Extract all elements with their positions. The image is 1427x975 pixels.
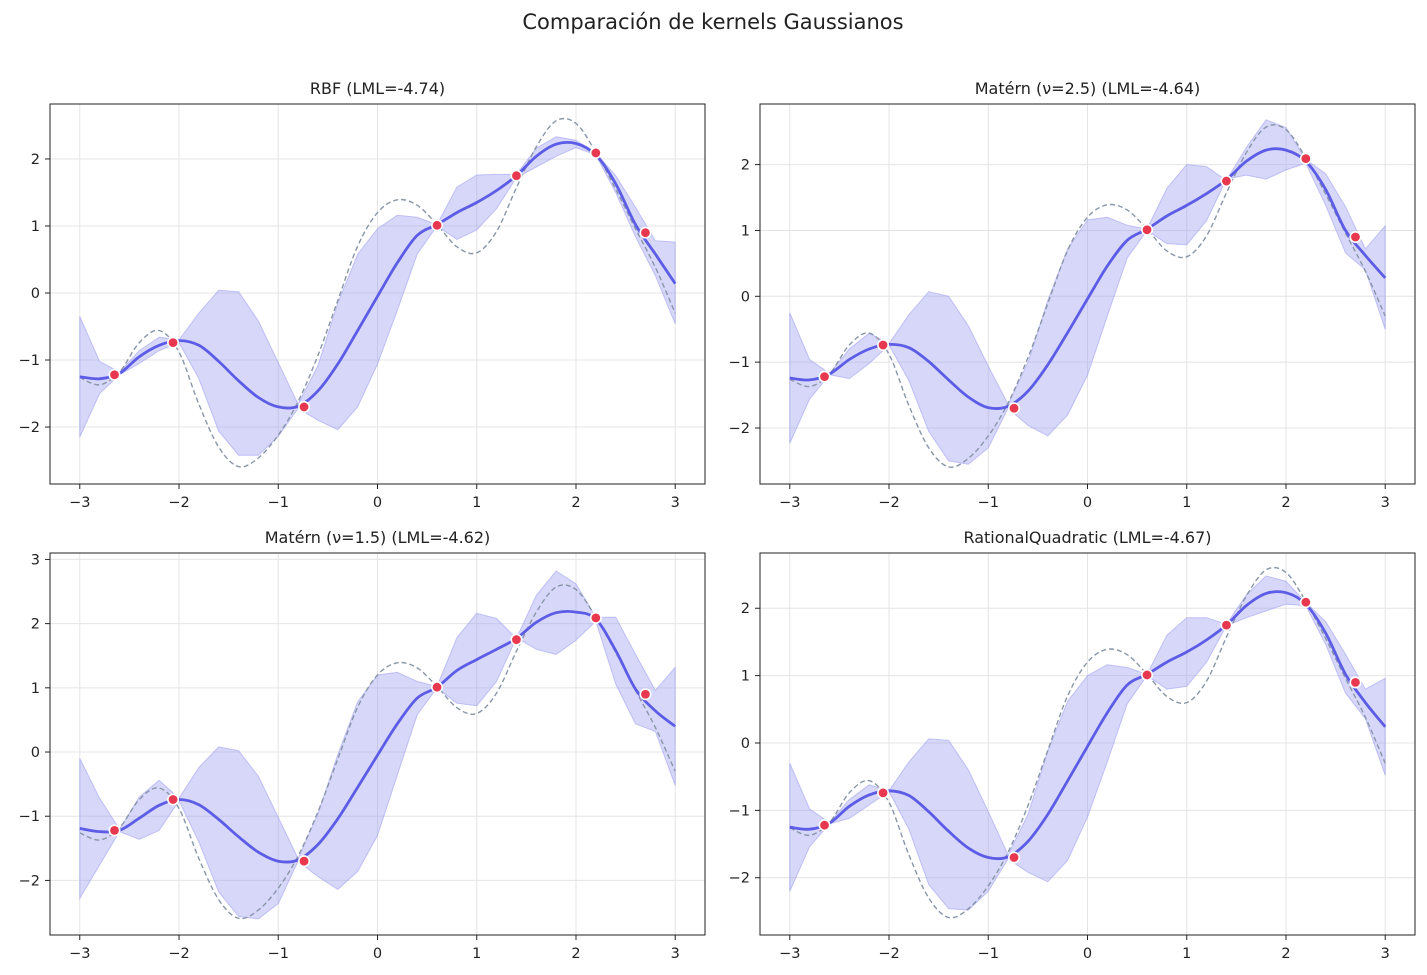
x-tick-label: 1: [1182, 946, 1191, 962]
y-tick-label: −2: [19, 420, 40, 436]
x-tick-label: 0: [1083, 495, 1092, 511]
x-tick-label: 0: [373, 495, 382, 511]
observation-point: [431, 681, 444, 694]
y-tick-label: −1: [729, 355, 750, 371]
confidence-band: [79, 570, 676, 920]
y-tick-label: −1: [729, 803, 750, 819]
y-tick-label: −2: [729, 421, 750, 437]
y-tick-label: 2: [31, 152, 40, 168]
x-tick-label: −2: [168, 946, 189, 962]
observation-point: [589, 611, 602, 624]
observation-point: [818, 370, 831, 383]
observation-point: [1299, 596, 1312, 609]
x-tick-label: 2: [1281, 495, 1290, 511]
observation-point: [1008, 851, 1021, 864]
y-tick-label: 2: [741, 158, 750, 174]
true-function-line: [789, 566, 1386, 919]
y-tick-label: −2: [729, 871, 750, 887]
y-tick-label: 0: [741, 289, 750, 305]
y-tick-label: 1: [31, 681, 40, 697]
x-tick-label: −1: [978, 946, 999, 962]
subplot-rational-quadratic: −3 −2 −1 0 1 2 3 −2 −1 0 1 2 RationalQuadratic (LML=…: [729, 528, 1416, 962]
x-tick-label: −3: [779, 946, 800, 962]
subplot-matern-2-5: −3 −2 −1 0 1 2 3 −2 −1 0 1 2 Matérn (ν=2.5) (LML=-4.…: [729, 79, 1416, 511]
subplot-title: Matérn (ν=1.5) (LML=-4.62): [265, 528, 491, 547]
x-tick-label: 3: [671, 946, 680, 962]
mean-line: [79, 141, 677, 410]
figure-suptitle: Comparación de kernels Gaussianos: [522, 10, 903, 34]
observation-point: [639, 226, 652, 239]
observation-point: [1220, 175, 1233, 188]
y-tick-label: 1: [741, 223, 750, 239]
observation-point: [1141, 223, 1154, 236]
x-tick-label: 1: [472, 946, 481, 962]
x-tick-label: −3: [69, 495, 90, 511]
observation-point: [1349, 676, 1362, 689]
y-tick-label: 0: [741, 736, 750, 752]
x-tick-label: −2: [878, 495, 899, 511]
mean-line: [789, 590, 1387, 861]
observation-point: [1008, 402, 1021, 415]
confidence-band: [789, 119, 1386, 465]
true-function-line: [79, 117, 676, 468]
subplot-title: RBF (LML=-4.74): [310, 79, 445, 98]
observation-point: [108, 368, 121, 381]
confidence-band: [789, 575, 1386, 911]
x-tick-label: 2: [571, 495, 580, 511]
observation-point: [167, 793, 180, 806]
observation-point: [298, 855, 311, 868]
plot-area: [79, 117, 677, 468]
observation-point: [167, 336, 180, 349]
x-tick-label: 0: [373, 946, 382, 962]
x-tick-label: 2: [571, 946, 580, 962]
x-tick-label: −1: [978, 495, 999, 511]
subplot-rbf: −3 −2 −1 0 1 2 3 −2 −1 0 1 2 RBF (LML=-4.74): [19, 79, 706, 511]
x-tick-label: 2: [1281, 946, 1290, 962]
y-tick-label: 0: [31, 286, 40, 302]
y-tick-label: −2: [19, 873, 40, 889]
observation-point: [1299, 152, 1312, 165]
x-tick-label: −3: [69, 946, 90, 962]
observation-point: [510, 633, 523, 646]
subplot-matern-1-5: −3 −2 −1 0 1 2 3 −2 −1 0 1 2 3 Matérn (ν=1.5) (LML=-4…: [19, 528, 706, 962]
y-tick-label: −1: [19, 809, 40, 825]
y-tick-label: 3: [31, 552, 40, 568]
observation-point: [818, 819, 831, 832]
y-tick-label: −1: [19, 353, 40, 369]
observation-point: [1349, 231, 1362, 244]
y-tick-label: 2: [31, 617, 40, 633]
observation-point: [639, 688, 652, 701]
x-tick-label: 1: [472, 495, 481, 511]
x-tick-label: −1: [268, 495, 289, 511]
observation-point: [108, 824, 121, 837]
x-tick-label: −2: [168, 495, 189, 511]
x-tick-label: 0: [1083, 946, 1092, 962]
subplot-title: RationalQuadratic (LML=-4.67): [963, 528, 1211, 547]
x-tick-label: −1: [268, 946, 289, 962]
y-tick-label: 1: [741, 669, 750, 685]
y-tick-label: 2: [741, 601, 750, 617]
true-function-line: [789, 124, 1386, 468]
observation-point: [431, 219, 444, 232]
observation-point: [589, 146, 602, 159]
observation-point: [877, 786, 890, 799]
x-tick-label: 3: [1381, 946, 1390, 962]
y-tick-label: 1: [31, 219, 40, 235]
observation-point: [510, 169, 523, 182]
true-function-line: [79, 584, 676, 920]
subplot-title: Matérn (ν=2.5) (LML=-4.64): [975, 79, 1201, 98]
observation-point: [877, 339, 890, 352]
x-tick-label: 1: [1182, 495, 1191, 511]
observation-point: [298, 400, 311, 413]
observation-point: [1141, 668, 1154, 681]
plot-area: [789, 566, 1387, 919]
observation-point: [1220, 619, 1233, 632]
x-tick-label: −3: [779, 495, 800, 511]
x-tick-label: 3: [671, 495, 680, 511]
y-tick-label: 0: [31, 745, 40, 761]
x-tick-label: 3: [1381, 495, 1390, 511]
x-tick-label: −2: [878, 946, 899, 962]
